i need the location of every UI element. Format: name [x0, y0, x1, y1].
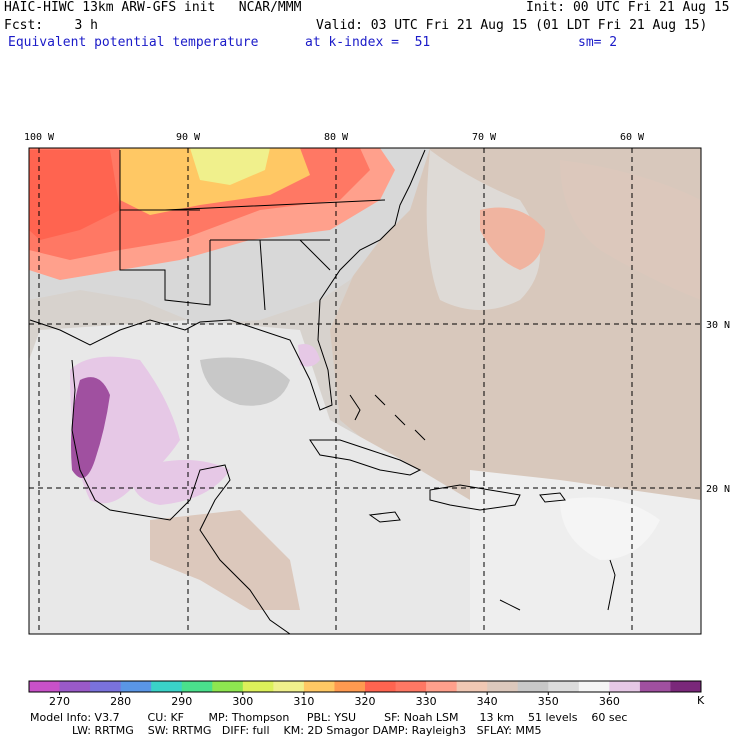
theta-e-360-florida	[298, 344, 320, 367]
map-plot	[29, 148, 701, 634]
map-frame	[28, 147, 702, 635]
colorbar-swatch	[303, 681, 335, 692]
lesser-antilles-outline	[499, 559, 616, 611]
hispaniola-outline	[429, 484, 521, 511]
lat-label-30n: 30 N	[706, 320, 730, 331]
puerto-rico-outline	[539, 492, 566, 503]
colorbar-swatch	[548, 681, 580, 692]
colorbar-swatch	[151, 681, 183, 692]
lon-label-100w: 100 W	[24, 132, 55, 143]
colorbar-swatch	[212, 681, 244, 692]
theta-e-365-mexico	[71, 377, 110, 478]
colorbar-tick-label: 320	[355, 695, 376, 708]
colorbar: 270 280 290 300 310 320 330 340 350 360	[28, 680, 702, 708]
init-time: Init: 00 UTC Fri 21 Aug 15	[526, 0, 730, 15]
cuba-outline	[309, 439, 422, 476]
colorbar-swatch	[334, 681, 366, 692]
colorbar-swatch	[639, 681, 671, 692]
colorbar-swatch	[487, 681, 519, 692]
bahamas-outline	[349, 394, 426, 441]
state-borders	[119, 150, 386, 311]
lon-label-70w: 70 W	[472, 132, 497, 143]
colorbar-swatch	[181, 681, 213, 692]
colorbar-tick-label: 340	[477, 695, 498, 708]
colorbar-swatch	[670, 681, 702, 692]
colorbar-tick-label: 310	[293, 695, 314, 708]
colorbar-tick-label: 270	[49, 695, 70, 708]
lat-label-20n: 20 N	[706, 484, 730, 495]
colorbar-tick-label: 330	[416, 695, 437, 708]
model-info-line-2: LW: RRTMG SW: RRTMG DIFF: full KM: 2D Sm…	[30, 724, 542, 737]
model-title: HAIC-HIWC 13km ARW-GFS init NCAR/MMM	[4, 0, 302, 15]
colorbar-swatch	[242, 681, 274, 692]
coastlines	[29, 149, 616, 634]
colorbar-swatch	[273, 681, 305, 692]
smoothing-value: sm= 2	[578, 35, 618, 50]
colorbar-swatch	[578, 681, 610, 692]
colorbar-swatch	[90, 681, 122, 692]
colorbar-tick-label: 280	[110, 695, 131, 708]
theta-e-310-band	[190, 148, 270, 185]
colorbar-swatch	[456, 681, 488, 692]
colorbar-tick-label: 290	[171, 695, 192, 708]
model-info-line-1: Model Info: V3.7 CU: KF MP: Thompson PBL…	[30, 711, 628, 724]
tan-patch-ne	[560, 160, 701, 300]
colorbar-swatch	[365, 681, 397, 692]
us-gulf-atlantic-coast	[29, 149, 426, 411]
colorbar-swatch	[120, 681, 152, 692]
theta-e-360-yucatan	[130, 460, 230, 505]
grey-patch	[200, 357, 290, 406]
colorbar-swatch	[517, 681, 549, 692]
lat-lon-grid	[29, 148, 701, 634]
level-index: at k-index = 51	[305, 35, 431, 50]
valid-time: Valid: 03 UTC Fri 21 Aug 15 (01 LDT Fri …	[316, 18, 708, 33]
field-name: Equivalent potential temperature	[8, 35, 259, 50]
colorbar-swatch	[609, 681, 641, 692]
lon-label-90w: 90 W	[176, 132, 201, 143]
theta-e-330-west	[29, 150, 120, 240]
colorbar-swatch	[29, 681, 61, 692]
white-patch	[560, 497, 660, 560]
colorbar-tick-label: 360	[599, 695, 620, 708]
colorbar-tick-label: 350	[538, 695, 559, 708]
colorbar-tick-label: 300	[232, 695, 253, 708]
colorbar-swatch	[59, 681, 91, 692]
forecast-hour: Fcst: 3 h	[4, 18, 98, 33]
lon-label-80w: 80 W	[324, 132, 349, 143]
colorbar-swatch	[395, 681, 427, 692]
jamaica-outline	[368, 511, 401, 523]
lon-label-60w: 60 W	[620, 132, 645, 143]
peach-patch	[480, 207, 545, 270]
mexico-central-america-coast	[71, 359, 291, 634]
colorbar-swatch	[426, 681, 458, 692]
colorbar-unit: K	[697, 694, 705, 707]
